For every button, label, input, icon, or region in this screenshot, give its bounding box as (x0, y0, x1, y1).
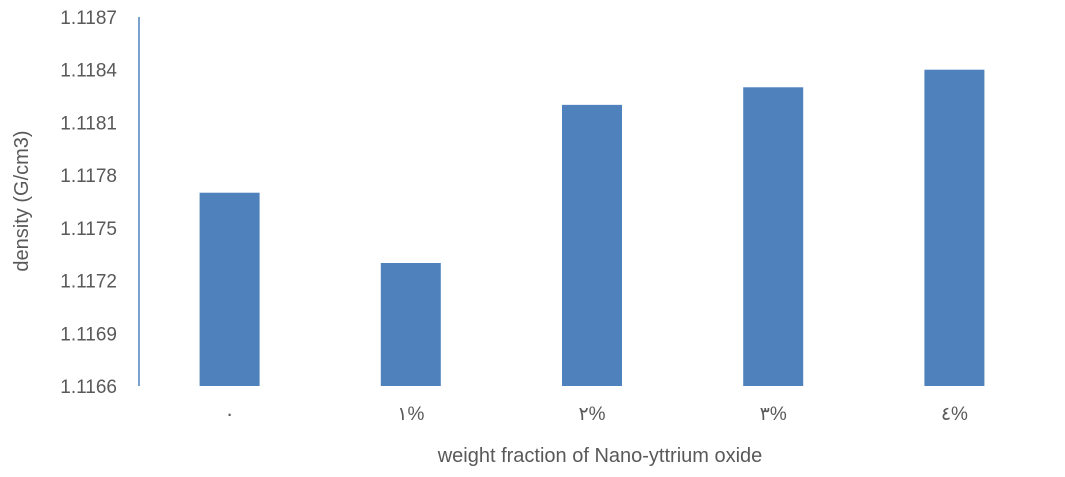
y-tick-label: 1.1166 (60, 377, 117, 398)
bar (743, 87, 804, 387)
x-tick-label: ١% (397, 404, 424, 425)
y-tick-label: 1.1187 (60, 8, 117, 29)
y-axis-title: density (G/cm3) (11, 130, 33, 271)
x-tick-label: ٣% (760, 404, 787, 425)
bar (562, 104, 622, 386)
x-axis-title: weight fraction of Nano-yttrium oxide (437, 445, 763, 467)
bars (199, 69, 985, 387)
bar (924, 69, 985, 386)
bar (199, 192, 260, 386)
y-tick-label: 1.1181 (60, 113, 117, 134)
x-tick-label: ٠ (224, 404, 234, 425)
y-tick-label: 1.1184 (60, 61, 117, 82)
y-tick-label: 1.1169 (60, 324, 117, 345)
x-tick-label: ٢% (578, 404, 605, 425)
bar (380, 263, 441, 386)
x-tick-label: ٤% (941, 404, 968, 425)
y-tick-label: 1.1172 (60, 272, 117, 293)
y-axis: 1.1166 1.1169 1.1172 1.1175 1.1178 1.1181 1.11… (60, 8, 140, 398)
y-tick-label: 1.1178 (60, 166, 117, 187)
y-tick-label: 1.1175 (60, 219, 117, 240)
x-axis: ٠ ١% ٢% ٣% ٤% (224, 404, 968, 425)
